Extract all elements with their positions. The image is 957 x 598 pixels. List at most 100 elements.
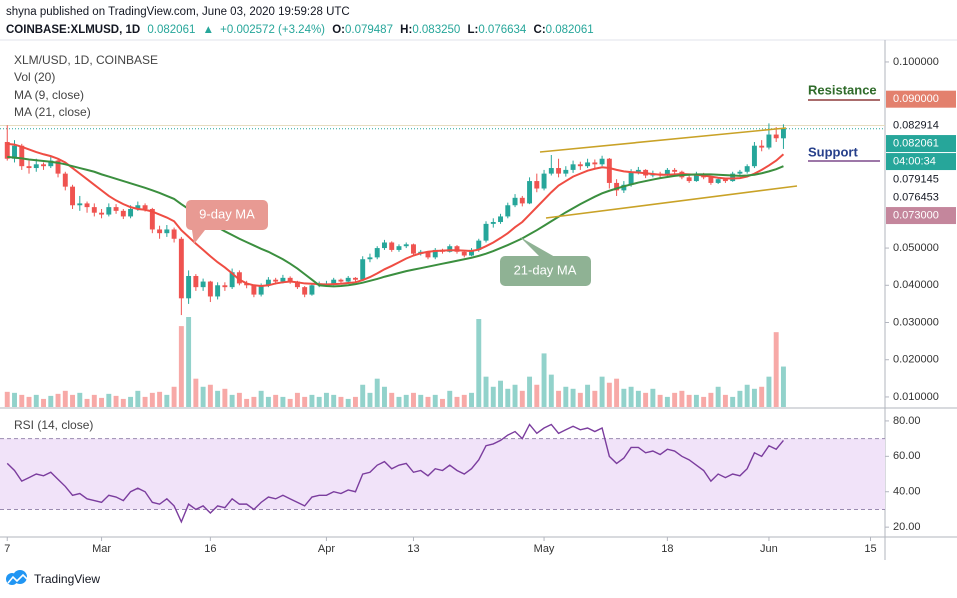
volume-bar [759,386,765,407]
volume-bar [766,376,772,407]
ma21-callout-text: 21-day MA [514,262,577,277]
candle-body [236,272,242,284]
ma21-pointer [520,237,555,257]
footer-brand: TradingView [34,572,100,586]
volume-bar [287,398,293,407]
candle-body [469,249,474,256]
volume-bar [425,396,431,407]
volume-bar [664,396,670,407]
candle-body [84,203,90,208]
candle-body [527,181,533,204]
candle-body [62,173,68,187]
candle-body [258,285,264,295]
h-label: H: [400,24,412,36]
candle-body [708,177,714,183]
candle-body [411,244,416,254]
legend-title: XLM/USD, 1D, COINBASE [14,53,158,67]
volume-bar [744,384,750,407]
candle-body [519,197,525,204]
price-label-box [886,171,956,189]
volume-bar [440,398,445,407]
volume-bar [84,398,90,407]
byline: shyna published on TradingView.com, June… [6,6,350,18]
candle-body [352,277,358,280]
price-label-box [886,135,956,153]
candle-body [585,162,591,167]
candle-body [251,285,257,295]
candle-body [686,177,692,182]
volume-bar [730,396,736,407]
ma21-callout [500,256,591,286]
l: 0.076634 [478,24,527,36]
y-tick-label: 0.040000 [893,279,939,291]
volume-bar [323,392,329,407]
candle-body [48,160,54,167]
volume-bar [527,376,533,407]
candle-body [41,164,46,167]
candle-body [200,281,206,288]
volume-bar [200,386,206,407]
volume-bar [643,392,649,407]
volume-bar [41,398,46,407]
volume-bar [737,390,743,407]
volume-bar [628,386,634,407]
candle-body [120,210,126,217]
candle-body [396,246,402,250]
volume-bar [149,392,155,407]
candle-body [345,277,351,282]
volume-bar [621,388,627,407]
candle-body [207,281,213,297]
volume-bar [193,378,199,407]
logo [6,570,28,585]
candle-body [142,205,148,209]
resistance-trendline [539,127,787,153]
price-label: 0.082061 [893,137,939,149]
volume-bar [476,319,482,407]
y-tick-label: 0.020000 [893,354,939,366]
volume-bar [599,376,605,407]
volume-bar [403,394,409,407]
candle-body [483,223,489,241]
volume-bar [585,384,591,407]
change: +0.002572 (+3.24%) [220,24,325,36]
volume-bar [77,392,83,407]
ma9-callout-text: 9-day MA [199,206,255,221]
candle-body [280,277,286,282]
candle-body [614,182,620,191]
candle-body [331,279,337,284]
volume-bar [280,396,286,407]
volume-bar [215,390,221,407]
candle-body [599,158,605,165]
volume-bar [751,388,757,407]
volume-bar [70,394,76,407]
volume-bar [331,394,337,407]
rsi-band [0,438,885,510]
volume-bar [91,394,97,407]
legend-ma9: MA (9, close) [14,88,84,102]
candle-body [186,275,192,299]
price-label: 0.076453 [893,191,939,203]
volume-bar [541,353,547,407]
candle-body [461,251,467,256]
volume-bar [142,396,148,407]
volume-bar [251,396,257,407]
candle-body [693,173,699,182]
candle-body [113,207,119,211]
volume-bar [592,390,598,407]
o: 0.079487 [345,24,393,36]
candle-body [389,242,395,250]
moving-average [7,142,785,288]
candle-body [512,197,518,206]
volume-bar [715,386,721,407]
volume-bar [773,332,779,407]
candle-body [722,179,728,182]
candle-body [476,240,482,250]
candle-body [33,164,39,169]
ma9-pointer [192,230,205,244]
candle-body [70,186,76,206]
candle-body [403,244,409,247]
candle-body [265,279,271,286]
volume-bar [382,386,387,407]
x-tick-label: 13 [407,543,419,555]
